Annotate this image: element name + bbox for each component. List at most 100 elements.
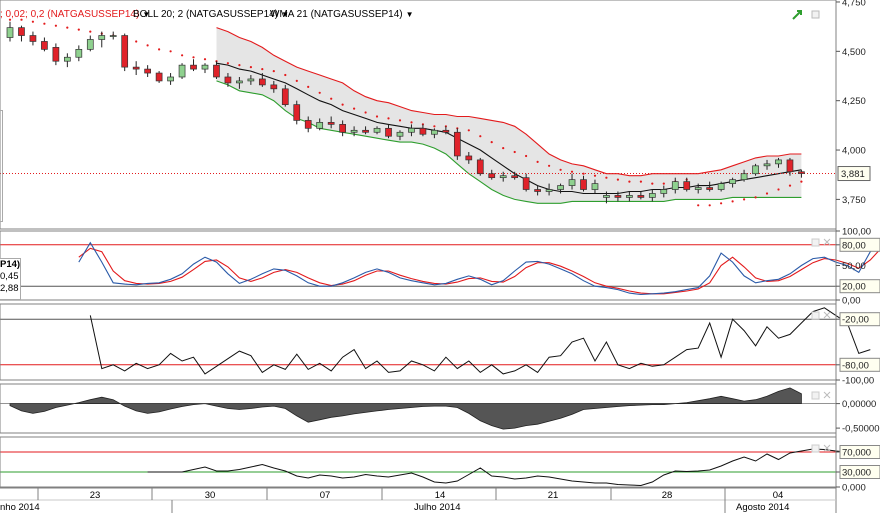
candle (694, 183, 702, 194)
candle-body (236, 80, 243, 84)
sar-dot (754, 196, 757, 199)
panel-frame (0, 303, 837, 381)
wma-legend[interactable]: WMA 21 (NATGASUSSEP14) ▼ (270, 9, 414, 20)
sar-dot (731, 200, 734, 203)
macd-axis-label: 0,00000 (842, 399, 876, 410)
panel-frame (0, 383, 837, 434)
candle-body (41, 41, 48, 50)
candle-body (6, 27, 14, 38)
candle (557, 183, 564, 194)
candle-body (213, 64, 220, 78)
candle (144, 65, 151, 77)
sar-dot (8, 18, 12, 21)
candle (488, 169, 496, 180)
sar-dot (77, 28, 80, 31)
candle-body (648, 193, 656, 198)
candle-body (786, 159, 794, 173)
chevron-down-icon[interactable]: ▼ (142, 10, 151, 19)
sar-dot (398, 119, 402, 122)
candle-body (729, 179, 736, 184)
sar-dot (146, 44, 149, 47)
day-label: 21 (548, 490, 559, 501)
side-info-line1: 0,45 (0, 271, 19, 282)
macd-histogram-area (9, 387, 802, 430)
boll-legend-label: BOLL 20; 2 (NATGASUSSEP14) (133, 9, 279, 20)
candlesticks (6, 21, 805, 204)
candle-body (626, 195, 633, 198)
candle (385, 124, 392, 139)
price-tick-label: 4,250 (842, 96, 866, 107)
candle-body (224, 76, 232, 84)
candle (626, 191, 633, 202)
side-panel-edge (0, 110, 3, 222)
candle (247, 75, 255, 85)
chevron-down-icon[interactable]: ▼ (281, 10, 289, 19)
sar-dot (513, 150, 516, 154)
current-price-label: 3,881 (841, 169, 865, 180)
candle-body (752, 165, 759, 175)
rsi-axis-label: 30,000 (842, 468, 871, 479)
candle-body (52, 47, 60, 62)
candle-body (109, 35, 117, 37)
candle-body (408, 127, 415, 133)
candle (752, 163, 759, 176)
candle-body (580, 179, 587, 190)
candle-body (694, 187, 702, 190)
candle (41, 37, 48, 52)
candle (511, 171, 519, 180)
stoch-axis-label: 100,00 (842, 227, 871, 238)
candle-body (373, 127, 381, 133)
sar-legend-label: ; 0,02; 0,2 (NATGASUSSEP14) (0, 9, 140, 20)
sar-dot (788, 184, 792, 187)
candle-body (155, 72, 163, 82)
candle (534, 185, 541, 196)
panel-frame (0, 436, 837, 488)
month-label: nho 2014 (0, 502, 40, 513)
candle-body (671, 181, 679, 190)
candle-body (706, 187, 714, 190)
square-icon (811, 10, 820, 19)
candle (683, 177, 691, 192)
sar-dot (364, 111, 367, 114)
candle-body (476, 159, 484, 175)
candle-body (431, 129, 438, 135)
candle (270, 80, 278, 93)
candle-body (419, 127, 427, 135)
sar-dot (158, 48, 161, 51)
candle-body (396, 131, 404, 137)
sar-dot (456, 127, 459, 130)
bollinger-band-fill (216, 27, 802, 204)
sar-dot (479, 135, 482, 138)
chevron-down-icon[interactable]: ▼ (405, 10, 414, 19)
candle-body (442, 129, 450, 133)
candle (6, 21, 14, 42)
sar-dot (203, 58, 207, 61)
williams-axis-label: -100,00 (842, 376, 874, 387)
candle-body (775, 159, 782, 165)
current-price-tag (837, 166, 871, 182)
day-label: 30 (205, 490, 216, 501)
sar-dot (777, 188, 780, 191)
boll-legend[interactable]: BOLL 20; 2 (NATGASUSSEP14) ▼ (133, 9, 289, 20)
sar-dot (720, 202, 723, 205)
candle-body (178, 64, 186, 78)
sar-dot (284, 73, 287, 77)
month-label: Julho 2014 (414, 502, 460, 513)
sar-dot (525, 154, 528, 158)
candle (327, 116, 335, 129)
sar-dot (169, 50, 172, 53)
candle (396, 130, 404, 141)
candle (431, 128, 438, 139)
candle (465, 152, 473, 164)
candle-body (86, 39, 94, 50)
sar-dot (181, 54, 184, 57)
sar-dot (238, 64, 241, 67)
sar-legend[interactable]: ; 0,02; 0,2 (NATGASUSSEP14) ▼ (0, 9, 150, 20)
sar-dot (639, 180, 643, 183)
indicator-panels (9, 241, 880, 487)
stoch-axis-label: 0,00 (842, 296, 861, 307)
candle (167, 73, 174, 85)
candle (18, 25, 25, 42)
sar-dot (536, 160, 539, 163)
candle-body (511, 175, 519, 179)
